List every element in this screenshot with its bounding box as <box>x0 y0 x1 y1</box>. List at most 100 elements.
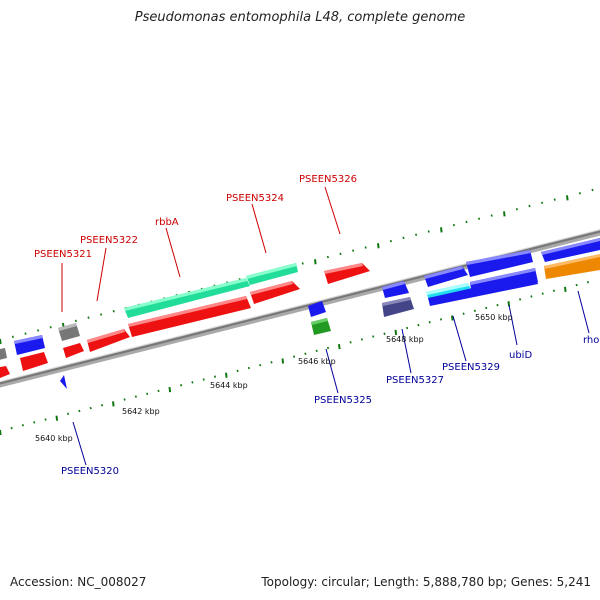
outer-tick <box>503 211 506 217</box>
outer-tick <box>578 192 581 195</box>
gene-feature-blue-5320[interactable] <box>60 375 67 389</box>
outer-tick <box>427 230 430 233</box>
map-title: Pseudomonas entomophila L48, complete ge… <box>134 10 466 25</box>
inner-tick <box>304 352 307 355</box>
gene-feature-blue-rho-upper[interactable] <box>541 238 600 262</box>
gene-label-PSEEN5321[interactable]: PSEEN5321 <box>34 249 92 260</box>
inner-tick <box>326 346 330 350</box>
outer-tick <box>11 335 14 339</box>
gene-feature-blue-ubiD[interactable] <box>428 268 538 306</box>
outer-tick <box>74 319 77 323</box>
inner-tick <box>372 335 375 338</box>
gene-feature-blue-5327a[interactable] <box>382 281 409 298</box>
gene-feature-teal-1[interactable] <box>124 278 250 318</box>
outer-tick <box>440 227 443 233</box>
inner-tick <box>586 280 589 284</box>
inner-tick <box>417 323 420 327</box>
gene-label-PSEEN5325[interactable]: PSEEN5325 <box>314 395 372 406</box>
gene-label-PSEEN5322[interactable]: PSEEN5322 <box>80 235 138 246</box>
inner-tick <box>247 366 250 370</box>
gene-feature-gray[interactable] <box>58 323 80 341</box>
outer-tick <box>515 207 518 211</box>
outer-tick <box>339 252 342 256</box>
inner-tick <box>383 332 386 335</box>
inner-tick <box>157 389 160 393</box>
inner-tick <box>10 426 13 430</box>
inner-tick <box>530 295 533 298</box>
inner-tick <box>0 429 2 436</box>
inner-tick <box>134 395 137 398</box>
gene-feature-navy-5327[interactable] <box>382 297 414 317</box>
inner-tick <box>123 398 126 401</box>
scale-labels: 5640 kbp 5642 kbp 5644 kbp 5646 kbp 5648… <box>35 313 513 443</box>
inner-tick <box>473 309 476 313</box>
gene-feature-red-5326[interactable] <box>324 263 370 284</box>
gene-feature-red-5322[interactable] <box>87 329 130 352</box>
outer-tick <box>541 201 544 205</box>
inner-tick <box>394 329 398 335</box>
outer-tick <box>364 246 367 249</box>
outer-tick <box>490 214 493 217</box>
gene-label-ubiD[interactable]: ubiD <box>509 350 532 361</box>
gene-feature-red-5324b[interactable] <box>250 281 300 304</box>
inner-tick <box>552 289 556 293</box>
outer-tick <box>314 259 317 265</box>
inner-tick <box>259 363 262 367</box>
inner-tick <box>360 338 363 341</box>
gene-label-PSEEN5329[interactable]: PSEEN5329 <box>442 362 500 373</box>
inner-tick <box>575 283 578 287</box>
gene-label-PSEEN5324[interactable]: PSEEN5324 <box>226 193 284 204</box>
gene-feature-blue-left[interactable] <box>0 335 45 361</box>
inner-tick-track <box>0 280 589 436</box>
gene-feature-red-left[interactable] <box>0 352 48 380</box>
gene-feature-orange-rho[interactable] <box>544 254 600 279</box>
label-leader-lines <box>61 186 590 466</box>
outer-tick <box>37 329 40 332</box>
scale-label-5646: 5646 kbp <box>298 357 336 366</box>
outer-tick <box>478 217 481 220</box>
gene-label-rbbA[interactable]: rbbA <box>155 217 179 228</box>
inner-tick <box>180 383 183 387</box>
inner-tick <box>100 404 104 407</box>
gene-feature-teal-2[interactable] <box>246 263 298 285</box>
gene-label-rho[interactable]: rho <box>583 335 599 346</box>
inner-tick <box>236 369 239 373</box>
scale-label-5648: 5648 kbp <box>386 335 424 344</box>
outer-tick <box>566 195 569 201</box>
gene-feature-red-5324[interactable] <box>128 296 251 337</box>
genome-summary-text: Topology: circular; Length: 5,888,780 bp… <box>261 575 591 589</box>
inner-tick <box>168 386 172 393</box>
outer-tick <box>389 239 392 243</box>
inner-tick <box>496 303 499 307</box>
gene-feature-blue-5325[interactable] <box>308 301 326 317</box>
outer-tick <box>352 249 355 252</box>
inner-tick <box>564 286 567 293</box>
outer-tick <box>452 223 455 227</box>
gene-label-PSEEN5320[interactable]: PSEEN5320 <box>61 466 119 477</box>
gene-feature-red-5321[interactable] <box>63 343 84 358</box>
outer-tick <box>326 255 329 259</box>
inner-tick <box>67 412 70 416</box>
outer-tick <box>465 220 468 224</box>
gene-label-PSEEN5326[interactable]: PSEEN5326 <box>299 174 357 185</box>
inner-tick <box>55 415 59 421</box>
inner-tick <box>541 292 544 295</box>
inner-tick <box>519 298 522 301</box>
gene-label-PSEEN5327[interactable]: PSEEN5327 <box>386 375 444 386</box>
inner-tick <box>21 424 24 427</box>
gene-feature-blue-5329a[interactable] <box>424 266 468 287</box>
gene-feature-blue-5329b[interactable] <box>466 250 533 277</box>
inner-tick <box>146 392 149 396</box>
outer-tick <box>415 233 418 236</box>
scale-label-5640: 5640 kbp <box>35 434 73 443</box>
inner-tick <box>44 418 47 421</box>
outer-tick <box>402 236 405 240</box>
outer-tick <box>87 316 90 319</box>
inner-tick <box>406 326 409 330</box>
outer-tick <box>591 188 594 192</box>
gene-feature-green-5325[interactable] <box>311 318 331 335</box>
scale-label-5644: 5644 kbp <box>210 381 248 390</box>
accession-text: Accession: NC_008027 <box>10 575 147 589</box>
inner-tick <box>462 312 465 315</box>
